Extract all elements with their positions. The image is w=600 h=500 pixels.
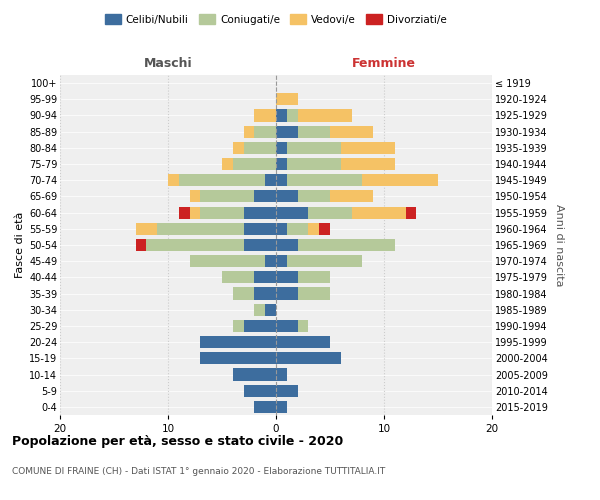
Bar xyxy=(276,158,287,170)
Bar xyxy=(200,336,276,348)
Bar xyxy=(362,174,438,186)
Bar xyxy=(352,206,406,218)
Bar xyxy=(244,222,276,235)
Bar xyxy=(265,304,276,316)
Bar xyxy=(157,222,244,235)
Bar xyxy=(276,288,298,300)
Bar xyxy=(233,142,244,154)
Bar xyxy=(276,126,298,138)
Bar xyxy=(308,206,352,218)
Bar xyxy=(276,384,298,397)
Bar xyxy=(287,158,341,170)
Bar xyxy=(190,206,200,218)
Bar xyxy=(276,239,298,251)
Bar xyxy=(287,142,341,154)
Bar xyxy=(330,190,373,202)
Bar xyxy=(222,158,233,170)
Bar xyxy=(146,239,244,251)
Bar xyxy=(254,401,276,413)
Bar xyxy=(276,206,308,218)
Bar xyxy=(254,110,276,122)
Bar xyxy=(222,272,254,283)
Bar xyxy=(200,352,276,364)
Bar xyxy=(298,239,395,251)
Bar xyxy=(136,222,157,235)
Bar xyxy=(406,206,416,218)
Bar xyxy=(244,126,254,138)
Text: Maschi: Maschi xyxy=(143,57,193,70)
Bar xyxy=(330,126,373,138)
Bar xyxy=(233,158,276,170)
Bar xyxy=(179,174,265,186)
Bar xyxy=(233,288,254,300)
Bar xyxy=(276,320,298,332)
Bar xyxy=(179,206,190,218)
Bar xyxy=(276,190,298,202)
Bar xyxy=(233,368,276,380)
Bar xyxy=(276,93,298,106)
Bar xyxy=(244,206,276,218)
Text: Femmine: Femmine xyxy=(352,57,416,70)
Bar xyxy=(190,255,265,268)
Bar xyxy=(298,190,330,202)
Bar xyxy=(298,126,330,138)
Bar xyxy=(276,255,287,268)
Bar xyxy=(308,222,319,235)
Bar xyxy=(168,174,179,186)
Text: Popolazione per età, sesso e stato civile - 2020: Popolazione per età, sesso e stato civil… xyxy=(12,435,343,448)
Bar xyxy=(276,352,341,364)
Text: COMUNE DI FRAINE (CH) - Dati ISTAT 1° gennaio 2020 - Elaborazione TUTTITALIA.IT: COMUNE DI FRAINE (CH) - Dati ISTAT 1° ge… xyxy=(12,468,385,476)
Y-axis label: Anni di nascita: Anni di nascita xyxy=(554,204,565,286)
Bar xyxy=(200,206,244,218)
Y-axis label: Fasce di età: Fasce di età xyxy=(14,212,25,278)
Bar xyxy=(276,110,287,122)
Bar xyxy=(190,190,200,202)
Bar xyxy=(244,142,276,154)
Bar xyxy=(136,239,146,251)
Bar xyxy=(244,239,276,251)
Bar xyxy=(287,222,308,235)
Legend: Celibi/Nubili, Coniugati/e, Vedovi/e, Divorziati/e: Celibi/Nubili, Coniugati/e, Vedovi/e, Di… xyxy=(101,10,451,29)
Bar xyxy=(276,401,287,413)
Bar xyxy=(254,288,276,300)
Bar xyxy=(298,288,330,300)
Bar xyxy=(287,255,362,268)
Bar xyxy=(298,110,352,122)
Bar xyxy=(319,222,330,235)
Bar xyxy=(244,320,276,332)
Bar xyxy=(254,126,276,138)
Bar xyxy=(298,320,308,332)
Bar xyxy=(276,368,287,380)
Bar xyxy=(265,174,276,186)
Bar xyxy=(287,174,362,186)
Bar xyxy=(244,384,276,397)
Bar xyxy=(254,272,276,283)
Bar xyxy=(276,272,298,283)
Bar xyxy=(276,174,287,186)
Bar xyxy=(265,255,276,268)
Bar xyxy=(233,320,244,332)
Bar xyxy=(287,110,298,122)
Bar xyxy=(254,190,276,202)
Bar xyxy=(298,272,330,283)
Bar xyxy=(200,190,254,202)
Bar xyxy=(254,304,265,316)
Bar xyxy=(341,158,395,170)
Bar xyxy=(276,336,330,348)
Bar xyxy=(341,142,395,154)
Bar xyxy=(276,142,287,154)
Bar xyxy=(276,222,287,235)
